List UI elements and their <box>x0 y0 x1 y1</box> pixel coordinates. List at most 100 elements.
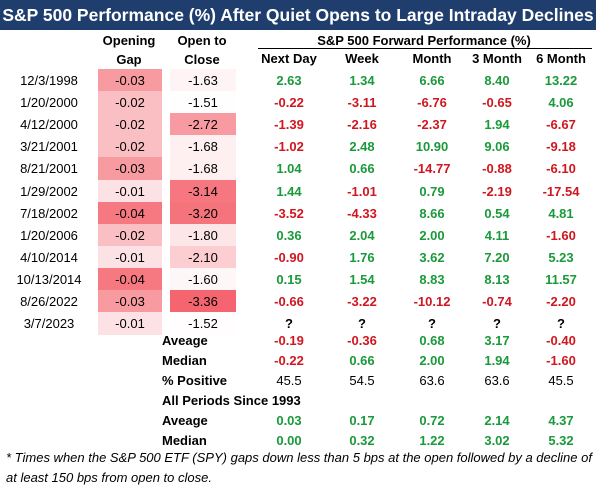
row-opening-gap: -0.01 <box>98 179 162 203</box>
all-periods-value: 5.32 <box>548 433 574 448</box>
row-forward-value: 0.15 <box>276 271 302 287</box>
row-forward-value: -10.12 <box>413 294 451 309</box>
row-forward-value: -3.11 <box>347 95 377 111</box>
row-opening-gap: -0.02 <box>98 135 162 159</box>
row-forward-value: -0.88 <box>482 161 512 177</box>
summary-value: 45.5 <box>276 373 302 388</box>
row-open-to-close: -3.36 <box>170 290 236 313</box>
row-forward-value: 4.11 <box>484 227 510 243</box>
row-forward-value: 5.23 <box>548 249 574 265</box>
row-opening-gap: -0.02 <box>98 91 162 115</box>
row-forward-value: 1.34 <box>349 73 375 88</box>
row-forward-value: 3.62 <box>419 249 445 265</box>
row-forward-value: -2.19 <box>482 183 512 199</box>
summary-value: 45.5 <box>548 373 574 388</box>
row-forward-value: 8.13 <box>484 271 510 287</box>
summary-value: -0.40 <box>546 333 576 348</box>
header-3-month: 3 Month <box>472 51 522 66</box>
summary-value: 2.00 <box>419 353 445 368</box>
row-forward-value: -4.33 <box>347 205 377 221</box>
row-forward-value: -1.39 <box>274 117 304 133</box>
summary-value: 0.66 <box>349 353 375 368</box>
all-periods-label: All Periods Since 1993 <box>162 393 301 408</box>
row-opening-gap: -0.01 <box>98 312 162 336</box>
all-periods-value: 0.17 <box>349 413 375 428</box>
summary-value: 54.5 <box>349 373 375 388</box>
row-forward-value: 13.22 <box>544 73 578 88</box>
header-open-to-close-line2: Close <box>184 52 220 67</box>
all-periods-row-label: Aveage <box>162 413 208 428</box>
summary-label: % Positive <box>162 373 228 388</box>
row-forward-value: -14.77 <box>413 161 451 177</box>
header-divider <box>258 48 592 49</box>
row-forward-value: 2.63 <box>276 73 302 88</box>
row-forward-value: 11.57 <box>545 271 577 287</box>
row-forward-value: -0.74 <box>482 294 512 309</box>
row-open-to-close: -1.68 <box>170 135 236 159</box>
row-date: 8/21/2001 <box>20 161 78 177</box>
all-periods-row-label: Median <box>162 433 207 448</box>
summary-value: 1.94 <box>484 353 510 368</box>
row-date: 1/20/2000 <box>20 95 78 111</box>
summary-value: 3.17 <box>484 333 510 348</box>
row-forward-value: 1.76 <box>349 249 375 265</box>
row-open-to-close: -1.51 <box>170 91 236 115</box>
row-forward-value: 9.06 <box>484 139 510 155</box>
row-opening-gap: -0.02 <box>98 113 162 137</box>
row-forward-value: -1.60 <box>546 227 576 243</box>
row-open-to-close: -3.20 <box>170 201 236 225</box>
row-opening-gap: -0.01 <box>98 245 162 269</box>
row-forward-value: 0.36 <box>276 227 302 243</box>
row-forward-value: 2.00 <box>419 227 445 243</box>
row-date: 3/7/2023 <box>23 316 75 332</box>
row-forward-value: 2.04 <box>349 227 375 243</box>
row-opening-gap: -0.04 <box>98 267 162 291</box>
row-open-to-close: -2.10 <box>170 245 236 269</box>
row-forward-value: -0.22 <box>274 95 304 111</box>
all-periods-value: 0.32 <box>349 433 375 448</box>
chart-title: S&P 500 Performance (%) After Quiet Open… <box>0 0 596 30</box>
row-forward-value: 0.66 <box>349 161 375 177</box>
row-forward-value: ? <box>493 316 501 332</box>
row-forward-value: 4.81 <box>548 205 574 221</box>
row-opening-gap: -0.04 <box>98 201 162 225</box>
row-date: 12/3/1998 <box>20 73 78 88</box>
row-forward-value: ? <box>428 316 436 332</box>
row-date: 3/21/2001 <box>20 139 78 155</box>
row-forward-value: 6.66 <box>419 73 445 88</box>
row-forward-value: ? <box>285 316 293 332</box>
row-forward-value: 4.06 <box>548 95 574 111</box>
header-week: Week <box>345 51 379 66</box>
header-opening-gap-line1: Opening <box>102 33 156 48</box>
row-open-to-close: -1.68 <box>170 157 236 181</box>
row-open-to-close: -2.72 <box>170 113 236 137</box>
all-periods-value: 0.72 <box>419 413 445 428</box>
row-date: 10/13/2014 <box>16 271 82 287</box>
row-forward-value: 0.79 <box>419 183 445 199</box>
row-forward-value: 10.90 <box>415 139 449 155</box>
row-forward-value: -6.76 <box>417 95 447 111</box>
row-date: 1/29/2002 <box>20 183 78 199</box>
row-forward-value: -9.18 <box>546 139 576 155</box>
all-periods-value: 0.00 <box>276 433 302 448</box>
row-opening-gap: -0.02 <box>98 223 162 247</box>
header-forward-performance: S&P 500 Forward Performance (%) <box>317 33 531 48</box>
row-forward-value: -1.01 <box>347 183 377 199</box>
row-forward-value: 1.44 <box>276 183 302 199</box>
row-forward-value: -2.16 <box>347 117 377 133</box>
summary-label: Aveage <box>162 333 208 348</box>
row-forward-value: -6.10 <box>546 161 576 177</box>
header-opening-gap-line2: Gap <box>116 52 142 67</box>
row-date: 4/10/2014 <box>20 249 78 265</box>
all-periods-value: 0.03 <box>276 413 302 428</box>
all-periods-value: 4.37 <box>548 413 574 428</box>
header-next-day: Next Day <box>261 51 317 66</box>
row-opening-gap: -0.03 <box>98 69 162 92</box>
row-forward-value: -0.66 <box>274 294 304 309</box>
row-open-to-close: -1.52 <box>170 312 236 336</box>
summary-value: -0.36 <box>347 333 377 348</box>
header-open-to-close-line1: Open to <box>177 33 227 48</box>
footnote: * Times when the S&P 500 ETF (SPY) gaps … <box>6 450 592 485</box>
row-open-to-close: -1.60 <box>170 267 236 291</box>
row-forward-value: -6.67 <box>546 117 576 133</box>
